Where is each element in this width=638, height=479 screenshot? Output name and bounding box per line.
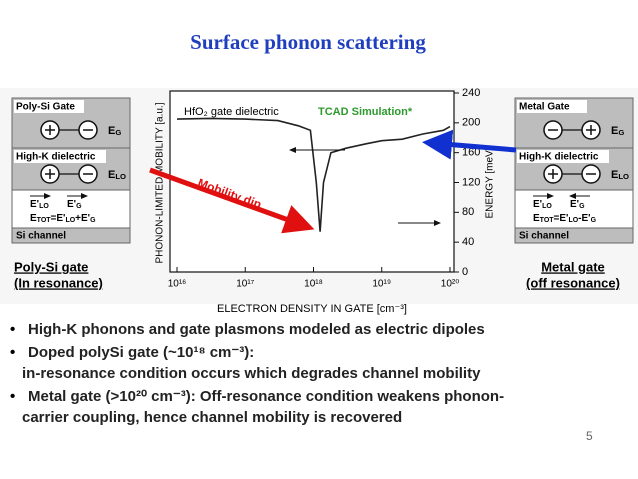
- y2-axis-label: ENERGY [meV]: [485, 147, 496, 218]
- subscript: LO: [39, 203, 49, 210]
- symbol-text: E': [570, 199, 579, 210]
- symbol: E'G: [570, 199, 585, 210]
- symbol-text: E': [30, 199, 39, 210]
- panel-caption: Poly-Si gate: [14, 259, 88, 274]
- channel-label: Si channel: [16, 231, 66, 242]
- resonance-arrow: [422, 129, 517, 160]
- symbol-text: =E': [51, 213, 66, 224]
- symbol: ELO: [108, 169, 126, 182]
- bullet-dot: •: [10, 321, 15, 338]
- channel-label: Si channel: [519, 231, 569, 242]
- x-tick-label: 10²⁰: [441, 279, 459, 290]
- gate-label-bg: [14, 100, 84, 113]
- subscript: LO: [65, 217, 75, 224]
- symbol-text: E: [30, 213, 37, 224]
- panel-caption: Metal gate: [541, 259, 605, 274]
- dielectric-label: High-K dielectric: [16, 152, 96, 163]
- symbol: ETOT=E'LO+E'G: [30, 213, 96, 224]
- subscript: G: [90, 217, 96, 224]
- symbol: EG: [108, 125, 121, 138]
- annotation: HfO₂ gate dielectric: [184, 106, 279, 118]
- symbol-text: E: [108, 169, 115, 181]
- symbol: EG: [611, 125, 624, 138]
- bullet-text: Doped polySi gate (~10¹⁸ cm⁻³):: [28, 344, 254, 361]
- subscript: TOT: [37, 217, 52, 224]
- subscript: G: [591, 217, 597, 224]
- x-axis-label: ELECTRON DENSITY IN GATE [cm⁻³]: [217, 303, 407, 315]
- x-tick-label: 10¹⁶: [168, 279, 187, 290]
- mobility-line: [176, 117, 451, 232]
- plot-area: [169, 90, 455, 273]
- bullet-dot: •: [10, 344, 15, 361]
- bullet-text: High-K phonons and gate plasmons modeled…: [28, 321, 485, 338]
- bullet-dot: •: [10, 388, 15, 405]
- symbol-text: E': [533, 199, 542, 210]
- dielectric-label: High-K dielectric: [519, 152, 599, 163]
- dielectric-label-bg: [14, 150, 106, 163]
- gate-label: Metal Gate: [519, 102, 570, 113]
- subscript: LO: [542, 203, 552, 210]
- symbol: E'LO: [533, 199, 552, 210]
- symbol: E'G: [67, 199, 82, 210]
- y-tick-label: 200: [462, 117, 480, 129]
- subscript: G: [76, 203, 82, 210]
- symbol: ETOT=E'LO-E'G: [533, 213, 597, 224]
- annotation: TCAD Simulation*: [318, 106, 413, 118]
- symbol-text: E': [67, 199, 76, 210]
- symbol-text: E: [108, 125, 115, 137]
- bullet-text: in-resonance condition occurs which degr…: [22, 365, 481, 382]
- dielectric-label-bg: [517, 150, 609, 163]
- subscript: TOT: [540, 217, 555, 224]
- gate-label-bg: [517, 100, 587, 113]
- bullet-text: carrier coupling, hence channel mobility…: [22, 409, 402, 426]
- y-tick-label: 160: [462, 147, 480, 159]
- symbol-text: +E': [75, 213, 90, 224]
- y-tick-label: 40: [462, 236, 474, 248]
- subscript: G: [579, 203, 585, 210]
- y-tick-label: 240: [462, 87, 480, 99]
- symbol: E'LO: [30, 199, 49, 210]
- symbol-text: E: [533, 213, 540, 224]
- channel-layer: [514, 227, 634, 244]
- y-axis-label: PHONON-LIMITED MOBILITY [a.u.]: [155, 102, 166, 263]
- y-tick-label: 120: [462, 176, 480, 188]
- x-tick-label: 10¹⁸: [304, 279, 323, 290]
- x-tick-label: 10¹⁷: [236, 279, 254, 290]
- x-tick-label: 10¹⁹: [372, 279, 391, 290]
- y-tick-label: 80: [462, 206, 474, 218]
- panel-caption: (In resonance): [14, 275, 103, 290]
- symbol-text: -E': [578, 213, 590, 224]
- y-tick-label: 0: [462, 266, 468, 278]
- gate-label: Poly-Si Gate: [16, 102, 75, 113]
- page-number: 5: [586, 429, 593, 443]
- subscript: LO: [568, 217, 578, 224]
- channel-layer: [11, 227, 131, 244]
- bullet-text: Metal gate (>10²⁰ cm⁻³): Off-resonance c…: [28, 388, 504, 405]
- subscript: G: [618, 128, 624, 137]
- panel-caption: (off resonance): [526, 275, 620, 290]
- subscript: LO: [115, 172, 126, 181]
- subscript: G: [115, 128, 121, 137]
- subscript: LO: [618, 172, 629, 181]
- slide-title: Surface phonon scattering: [190, 30, 426, 54]
- symbol: ELO: [611, 169, 629, 182]
- symbol-text: E: [611, 125, 618, 137]
- symbol-text: E: [611, 169, 618, 181]
- dip-arrow: [149, 167, 315, 234]
- symbol-text: =E': [554, 213, 569, 224]
